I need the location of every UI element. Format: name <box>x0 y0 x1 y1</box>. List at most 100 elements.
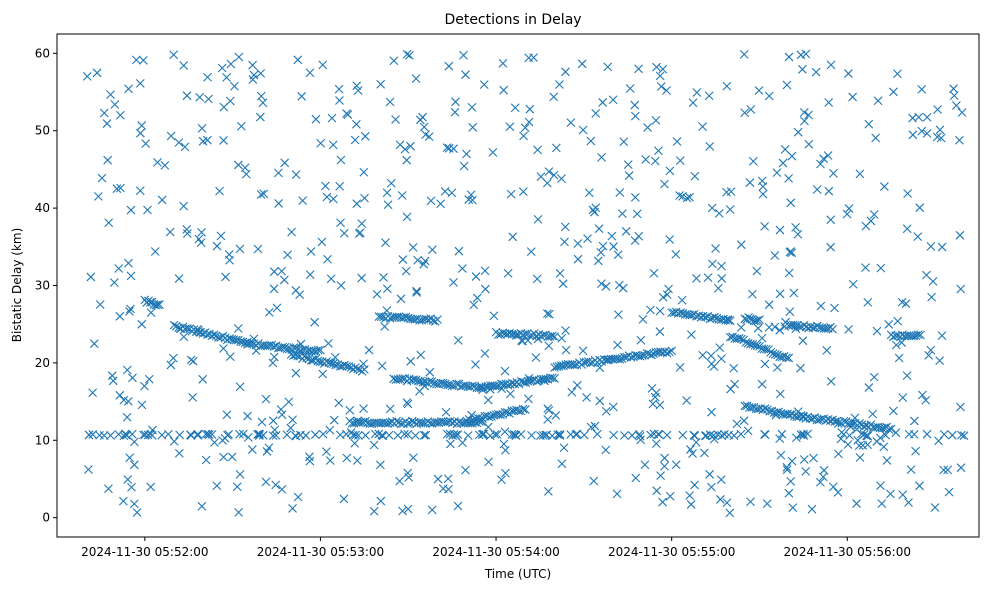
data-point-marker <box>305 270 315 280</box>
data-point-marker <box>561 326 570 335</box>
data-point-marker <box>249 70 259 80</box>
data-point-marker <box>772 363 782 372</box>
data-point-marker <box>651 115 661 125</box>
data-point-marker <box>397 191 407 200</box>
data-point-marker <box>382 188 392 198</box>
data-point-marker <box>651 388 661 398</box>
data-point-marker <box>457 264 467 273</box>
data-point-marker <box>882 456 892 465</box>
data-point-marker <box>782 80 792 90</box>
data-point-marker <box>832 416 842 426</box>
data-point-marker <box>416 350 426 360</box>
data-point-marker <box>829 168 838 178</box>
data-point-marker <box>442 429 452 439</box>
data-point-marker <box>102 119 112 128</box>
data-point-marker <box>623 160 633 170</box>
data-point-marker <box>337 361 347 371</box>
data-point-marker <box>784 268 794 278</box>
data-point-marker <box>175 430 185 440</box>
data-point-marker <box>698 122 707 132</box>
data-point-marker <box>144 374 154 384</box>
data-point-marker <box>243 411 252 421</box>
data-point-marker <box>949 91 959 101</box>
x-tick-label: 2024-11-30 05:52:00 <box>81 545 208 559</box>
data-point-marker <box>280 158 290 168</box>
data-point-marker <box>445 439 455 449</box>
data-point-marker <box>140 430 150 440</box>
data-point-marker <box>131 55 141 65</box>
y-tick-label: 20 <box>35 356 50 370</box>
data-point-marker <box>478 385 487 395</box>
data-point-marker <box>118 496 128 506</box>
data-point-marker <box>485 431 495 441</box>
data-point-marker <box>796 430 806 440</box>
data-point-marker <box>601 445 611 455</box>
data-point-marker <box>180 142 190 152</box>
data-point-marker <box>578 125 588 135</box>
data-point-marker <box>544 167 554 177</box>
data-point-marker <box>954 135 964 145</box>
data-point-marker <box>788 503 798 513</box>
data-point-marker <box>484 457 493 467</box>
data-point-marker <box>174 448 184 458</box>
data-point-marker <box>268 358 278 368</box>
data-point-marker <box>601 282 611 291</box>
data-point-marker <box>480 349 490 358</box>
data-point-marker <box>406 356 416 366</box>
data-point-marker <box>748 289 757 299</box>
data-point-marker <box>255 112 265 122</box>
data-point-marker <box>707 407 716 417</box>
data-point-marker <box>135 78 145 88</box>
data-point-marker <box>917 126 927 136</box>
data-point-marker <box>544 309 554 319</box>
data-point-marker <box>834 449 843 459</box>
data-point-marker <box>772 168 782 178</box>
data-point-marker <box>686 500 696 509</box>
y-tick-label: 50 <box>35 124 50 138</box>
data-point-marker <box>380 322 390 331</box>
data-point-marker <box>675 191 684 200</box>
data-point-marker <box>928 277 938 286</box>
data-point-marker <box>269 267 279 277</box>
data-point-marker <box>427 505 437 515</box>
data-point-marker <box>711 244 720 253</box>
data-point-marker <box>705 469 715 479</box>
data-point-marker <box>636 435 646 445</box>
data-point-marker <box>376 418 386 428</box>
data-point-marker <box>165 227 175 237</box>
data-point-marker <box>881 430 890 440</box>
data-point-marker <box>413 255 423 265</box>
data-point-marker <box>796 50 806 60</box>
data-point-marker <box>935 356 945 365</box>
data-point-marker <box>288 415 297 425</box>
data-point-marker <box>138 55 148 65</box>
data-point-marker <box>499 439 509 449</box>
data-point-marker <box>807 504 817 514</box>
data-point-marker <box>82 72 92 81</box>
data-point-marker <box>126 271 136 281</box>
data-point-marker <box>555 269 565 278</box>
data-point-marker <box>324 339 333 348</box>
data-point-marker <box>376 79 386 89</box>
data-point-marker <box>481 284 490 294</box>
data-point-marker <box>951 101 961 110</box>
data-point-marker <box>523 336 533 345</box>
data-point-marker <box>710 312 719 322</box>
data-point-marker <box>897 297 907 307</box>
data-point-marker <box>732 419 742 429</box>
data-point-marker <box>784 52 794 62</box>
data-point-marker <box>824 98 834 107</box>
data-point-marker <box>724 430 734 440</box>
data-point-marker <box>326 274 336 284</box>
data-point-marker <box>656 82 666 91</box>
data-point-marker <box>654 146 663 156</box>
data-point-marker <box>671 250 681 259</box>
data-point-marker <box>89 339 99 349</box>
data-point-marker <box>596 247 606 257</box>
data-point-marker <box>839 429 849 439</box>
data-point-marker <box>555 80 564 89</box>
data-point-marker <box>736 429 746 439</box>
data-point-marker <box>561 67 570 77</box>
data-point-marker <box>757 379 767 389</box>
